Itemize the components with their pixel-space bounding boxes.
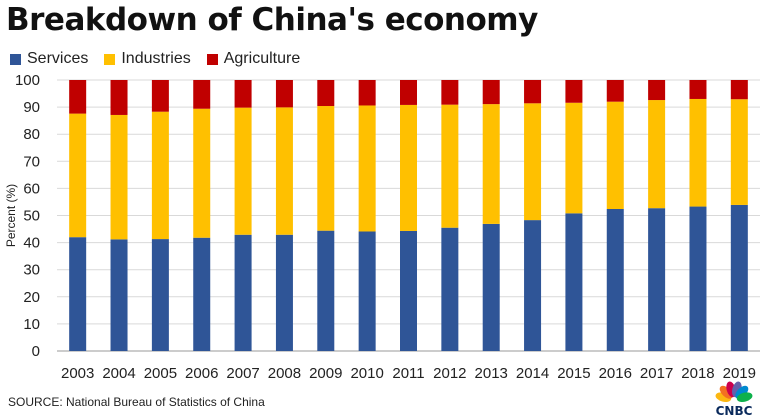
bar-services-2018	[689, 206, 707, 351]
legend-swatch	[104, 53, 116, 65]
x-tick-label: 2008	[268, 365, 301, 382]
chart-plot: 0 10 20 30 40 50 60 70 80 90 100 Percent (%) 2003 200…	[4, 72, 760, 382]
legend-swatch	[10, 53, 21, 65]
bar-agriculture-2004	[110, 80, 128, 115]
bar-industries-2004	[110, 114, 128, 240]
y-tick-label: 70	[23, 153, 40, 170]
logo-text: CNBC	[716, 404, 753, 416]
bar-industries-2009	[317, 106, 335, 231]
bar-services-2012	[441, 227, 459, 351]
bar-agriculture-2007	[234, 80, 252, 108]
bar-services-2014	[524, 220, 542, 351]
bar-services-2007	[234, 234, 252, 351]
bar-agriculture-2018	[689, 80, 707, 99]
bar-industries-2014	[524, 103, 542, 221]
bar-services-2003	[69, 237, 87, 351]
chart-title: Breakdown of China's economy	[6, 2, 538, 38]
legend-item-services: Services	[10, 50, 88, 68]
x-tick-label: 2011	[392, 365, 424, 382]
x-tick-label: 2003	[61, 365, 94, 382]
bar-industries-2016	[606, 101, 624, 209]
x-tick-label: 2017	[640, 365, 673, 382]
x-tick-label: 2019	[723, 365, 756, 382]
bar-agriculture-2010	[358, 80, 376, 106]
y-tick-label: 80	[23, 126, 40, 143]
source-note: SOURCE: National Bureau of Statistics of…	[8, 395, 265, 409]
bar-industries-2006	[193, 108, 211, 238]
y-axis-label: Percent (%)	[4, 184, 18, 247]
x-tick-label: 2015	[557, 365, 590, 382]
x-tick-label: 2016	[599, 365, 632, 382]
bar-services-2008	[275, 234, 293, 351]
bar-services-2011	[400, 230, 417, 351]
x-tick-label: 2018	[681, 365, 714, 382]
bar-services-2015	[565, 213, 583, 351]
y-tick-label: 90	[23, 99, 40, 116]
legend-label: Industries	[121, 50, 191, 67]
bar-agriculture-2006	[193, 80, 211, 109]
y-tick-label: 60	[23, 180, 40, 197]
x-tick-label: 2006	[185, 365, 218, 382]
bar-agriculture-2013	[482, 80, 500, 105]
legend-swatch	[206, 53, 218, 65]
bar-agriculture-2005	[151, 80, 169, 112]
bar-agriculture-2016	[606, 80, 624, 102]
bar-industries-2018	[689, 98, 707, 207]
bar-industries-2005	[151, 111, 169, 240]
bar-agriculture-2008	[275, 80, 293, 108]
bar-industries-2013	[482, 104, 500, 224]
x-tick-label: 2005	[144, 365, 177, 382]
legend-label: Agriculture	[223, 50, 301, 67]
bar-services-2017	[648, 208, 666, 351]
bar-services-2005	[151, 239, 169, 351]
legend-item-industries: Industries	[104, 50, 191, 68]
y-tick-label: 20	[23, 289, 40, 306]
bar-agriculture-2014	[524, 80, 542, 104]
bar-services-2016	[606, 208, 624, 351]
y-tick-label: 50	[23, 208, 40, 225]
bar-agriculture-2015	[565, 80, 583, 103]
bar-services-2004	[110, 239, 128, 351]
y-tick-label: 40	[23, 235, 40, 252]
legend-item-agriculture: Agriculture	[206, 50, 301, 68]
y-tick-label: 10	[23, 316, 40, 333]
x-tick-label: 2007	[226, 365, 259, 382]
bar-industries-2017	[648, 100, 666, 209]
bar-services-2019	[730, 204, 748, 351]
bar-agriculture-2012	[441, 80, 459, 105]
x-tick-label: 2010	[350, 365, 383, 382]
legend: Services Industries Agriculture	[10, 50, 316, 68]
x-tick-label: 2009	[309, 365, 342, 382]
bar-agriculture-2003	[69, 80, 87, 114]
bar-services-2013	[482, 223, 500, 351]
x-tick-label: 2014	[516, 365, 549, 382]
bar-industries-2007	[234, 107, 252, 235]
y-tick-label: 100	[15, 72, 40, 89]
x-tick-label: 2012	[433, 365, 466, 382]
bar-industries-2011	[400, 104, 417, 231]
bar-industries-2019	[730, 99, 748, 205]
bar-services-2009	[317, 230, 335, 351]
bar-industries-2015	[565, 102, 583, 214]
bar-agriculture-2011	[400, 80, 417, 105]
bar-agriculture-2017	[648, 80, 666, 101]
bar-agriculture-2009	[317, 80, 335, 107]
peacock-feather	[736, 392, 753, 402]
bar-industries-2008	[275, 107, 293, 235]
bar-industries-2010	[358, 105, 376, 232]
y-tick-label: 0	[32, 343, 40, 360]
y-tick-label: 30	[23, 262, 40, 279]
bar-services-2010	[358, 231, 376, 351]
x-tick-label: 2013	[475, 365, 508, 382]
bar-industries-2012	[441, 104, 459, 228]
legend-label: Services	[27, 50, 89, 67]
bar-services-2006	[193, 237, 211, 351]
cnbc-logo: CNBC	[715, 381, 753, 416]
bar-industries-2003	[69, 113, 87, 238]
bar-agriculture-2019	[730, 80, 748, 100]
x-tick-label: 2004	[102, 365, 135, 382]
